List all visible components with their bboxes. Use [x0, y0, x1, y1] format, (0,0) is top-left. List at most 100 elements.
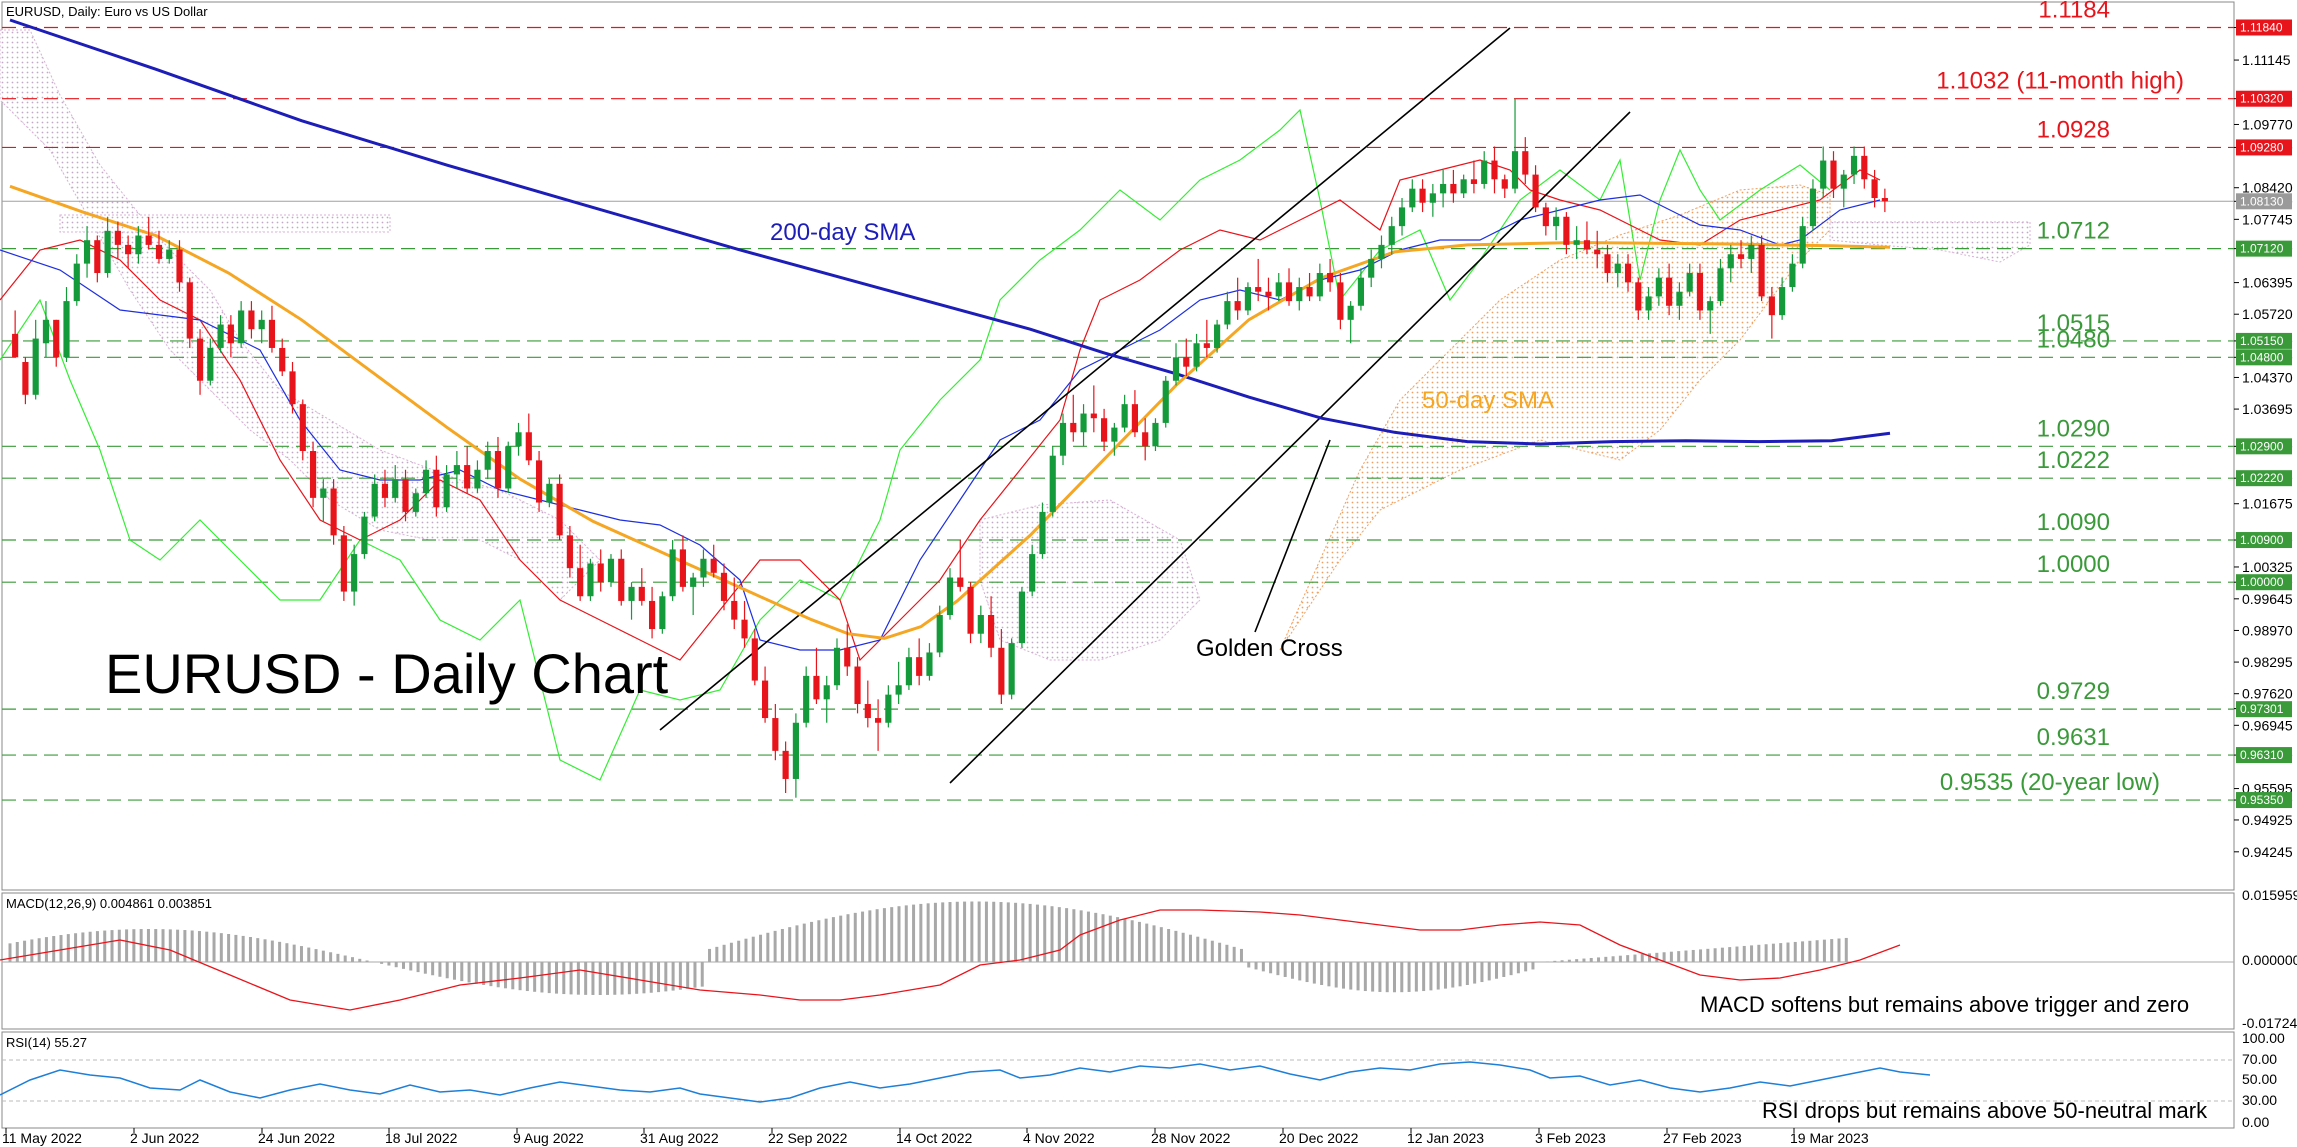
rsi-tick-label: 70.00	[2242, 1051, 2277, 1067]
chikou-line	[0, 108, 1831, 781]
candle	[1809, 179, 1817, 231]
candle-body	[1614, 263, 1621, 273]
macd-bar	[533, 962, 537, 992]
macd-bar	[693, 962, 697, 988]
y-tick-label: 1.05720	[2242, 306, 2293, 322]
macd-bar	[664, 962, 668, 992]
candle-body	[196, 338, 204, 381]
candle-body	[443, 474, 450, 508]
candle-body	[946, 577, 954, 615]
candle	[1820, 146, 1827, 199]
macd-bar	[700, 962, 704, 987]
price-tag-box	[2236, 701, 2292, 718]
macd-bar	[285, 943, 289, 962]
macd-bar	[1830, 939, 1834, 962]
candle-body	[402, 479, 409, 512]
macd-bar	[1298, 962, 1302, 981]
candle	[176, 240, 183, 292]
candle	[238, 301, 245, 348]
macd-bar	[1677, 951, 1681, 962]
candle-body	[42, 319, 50, 344]
candle-body	[1357, 277, 1365, 306]
level-label: 1.0712	[2037, 218, 2110, 245]
candle-body	[1748, 244, 1755, 259]
candle-body	[597, 563, 604, 583]
candle	[875, 699, 882, 751]
macd-bar	[292, 944, 296, 962]
candle	[1696, 263, 1704, 320]
price-tag: 1.10320	[2236, 90, 2292, 107]
candle	[1501, 174, 1508, 199]
candle-body	[1440, 183, 1447, 194]
macd-bar	[1371, 962, 1375, 992]
candle	[402, 469, 409, 522]
candles	[12, 98, 1888, 798]
macd-bar	[1524, 962, 1528, 972]
candle-body	[679, 549, 686, 587]
macd-bar	[810, 921, 814, 962]
candle	[1470, 160, 1478, 194]
macd-bar	[919, 903, 923, 962]
candle	[803, 666, 810, 728]
macd-bar	[183, 930, 187, 962]
macd-bar	[678, 962, 682, 990]
candle-body	[22, 362, 29, 395]
candle-body	[83, 240, 91, 264]
sma50-line	[9, 184, 1891, 640]
macd-bar	[591, 962, 595, 995]
candle-body	[864, 704, 871, 719]
macd-bar	[452, 962, 456, 980]
macd-bar	[1633, 954, 1637, 962]
candle	[1029, 544, 1036, 597]
macd-bar	[1480, 962, 1484, 983]
level-label: 1.1032 (11-month high)	[1936, 68, 2184, 95]
y-tick-label: 0.94245	[2242, 844, 2293, 860]
candle-body	[1224, 301, 1231, 325]
candle	[196, 329, 204, 395]
candle	[1861, 146, 1868, 189]
macd-bar	[1567, 959, 1571, 962]
price-tags: 1.11840 1.10320 1.09280 1.07120 1.05150 1.048…	[2236, 19, 2292, 809]
macd-bar	[1611, 956, 1615, 962]
level-label: 0.9729	[2037, 678, 2110, 705]
macd-bar	[1407, 962, 1411, 992]
macd-bar	[1662, 952, 1666, 962]
macd-bar	[1043, 905, 1047, 962]
macd-bar	[824, 918, 828, 962]
candle-body	[1049, 455, 1056, 512]
macd-bar	[1145, 923, 1149, 962]
candle-body	[751, 638, 758, 681]
candle	[1532, 165, 1539, 213]
macd-bar	[1473, 962, 1477, 984]
candle-body	[1799, 226, 1806, 264]
macd-bar	[606, 962, 610, 995]
candle	[628, 582, 635, 620]
macd-bar	[161, 929, 165, 962]
candle	[227, 315, 234, 358]
candle-body	[464, 465, 471, 489]
macd-bar	[1276, 962, 1280, 976]
rsi-panel-frame	[1, 1031, 2235, 1129]
price-tag-text: 1.07120	[2240, 242, 2284, 256]
candle-body	[1398, 207, 1406, 227]
macd-bar	[1451, 962, 1455, 988]
macd-panel-frame	[1, 892, 2235, 1030]
y-tick-label: 0.98295	[2242, 654, 2293, 670]
candle	[1183, 338, 1190, 377]
macd-bar	[1414, 962, 1418, 992]
candle	[1131, 390, 1138, 437]
candle	[320, 479, 327, 522]
candle	[1614, 254, 1621, 288]
macd-bar	[1779, 943, 1783, 962]
rsi-tick-label: 100.00	[2242, 1030, 2285, 1046]
macd-bar	[52, 936, 56, 962]
candle-body	[1604, 254, 1611, 273]
candle-body	[1162, 380, 1169, 423]
macd-bar	[1742, 945, 1746, 962]
macd-bar	[1232, 946, 1236, 962]
macd-bar	[1152, 925, 1156, 962]
candle-body	[53, 319, 60, 358]
candle-body	[1460, 179, 1467, 194]
price-tag: 1.09280	[2236, 139, 2292, 156]
candle-body	[1316, 272, 1323, 297]
